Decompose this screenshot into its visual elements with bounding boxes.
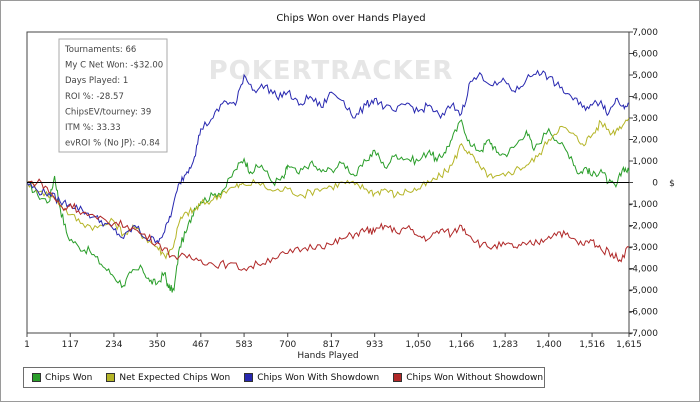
- stat-tournaments: Tournaments: 66: [64, 45, 136, 55]
- x-tick-label: 1,166: [449, 340, 475, 350]
- y-tick-label: -4,000: [629, 265, 658, 275]
- legend-item-with-showdown[interactable]: Chips Won With Showdown: [244, 373, 379, 383]
- legend-item-net-expected[interactable]: Net Expected Chips Won: [106, 373, 230, 383]
- x-tick-label: 933: [366, 340, 383, 350]
- y-tick-label: 2,000: [632, 136, 658, 146]
- y-axis-label: $: [669, 179, 675, 189]
- stat-roi: ROI %: -28.57: [65, 92, 124, 102]
- y-tick-label: -2,000: [629, 222, 658, 232]
- x-tick-label: 350: [149, 340, 166, 350]
- x-tick-label: 583: [235, 340, 252, 350]
- y-tick-label: -7,000: [629, 329, 658, 339]
- chart-legend: Chips Won Net Expected Chips Won Chips W…: [23, 367, 545, 388]
- y-tick-label: 7,000: [632, 28, 658, 38]
- legend-label: Chips Won Without Showdown: [406, 372, 544, 383]
- y-tick-label: -3,000: [629, 243, 658, 253]
- y-tick-label: 5,000: [632, 71, 658, 81]
- legend-swatch: [393, 373, 403, 382]
- x-axis-label: Hands Played: [297, 351, 358, 361]
- x-tick-label: 117: [62, 340, 79, 350]
- stats-box-border: [58, 38, 168, 153]
- legend-label: Net Expected Chips Won: [119, 372, 231, 383]
- series-line-3: [26, 69, 630, 245]
- legend-swatch: [106, 373, 116, 382]
- x-tick-label: 1: [24, 340, 30, 350]
- x-tick-label: 700: [279, 340, 296, 350]
- x-tick-label: 1,400: [536, 340, 562, 350]
- y-tick-label: 6,000: [632, 50, 658, 60]
- series-line-4: [26, 178, 630, 272]
- stat-days-played: Days Played: 1: [65, 76, 128, 86]
- series-line-1: [26, 119, 630, 293]
- legend-item-chips-won[interactable]: Chips Won: [32, 373, 92, 383]
- legend-label: Chips Won With Showdown: [257, 372, 380, 383]
- x-tick-label: 467: [192, 340, 209, 350]
- pokertracker-watermark: POKERTRACKER: [209, 56, 454, 86]
- y-tick-label: -1,000: [629, 200, 658, 210]
- legend-label: Chips Won: [45, 372, 93, 383]
- y-axis: 7,000 6,000 5,000 4,000 3,000 2,000 1,000 0 -1,0…: [629, 28, 658, 339]
- y-tick-label: -5,000: [629, 286, 658, 296]
- stat-chips-ev: ChipsEV/tourney: 39: [65, 107, 151, 117]
- stat-net-won: My C Net Won: -$32.00: [65, 61, 163, 71]
- legend-item-without-showdown[interactable]: Chips Won Without Showdown: [393, 373, 543, 383]
- y-tick-label: -6,000: [629, 308, 658, 318]
- legend-swatch: [244, 373, 254, 382]
- x-tick-label: 234: [105, 340, 122, 350]
- y-tick-label: 4,000: [632, 93, 658, 103]
- stat-itm: ITM %: 33.33: [65, 123, 121, 133]
- x-tick-label: 1,050: [405, 340, 431, 350]
- x-tick-label: 817: [323, 340, 340, 350]
- x-tick-label: 1,615: [616, 340, 642, 350]
- y-tick-label: 3,000: [632, 114, 658, 124]
- chart-title: Chips Won over Hands Played: [276, 13, 425, 24]
- x-tick-label: 1,516: [579, 340, 605, 350]
- y-tick-label: 0: [652, 179, 658, 189]
- legend-swatch: [32, 373, 41, 382]
- x-tick-label: 1,283: [492, 340, 518, 350]
- stat-ev-roi: evROI % (No JP): -0.84: [65, 139, 160, 149]
- x-axis: 1 117 234 350 467 583 700 817 933 1,050 1,166 1,283…: [24, 333, 642, 350]
- y-tick-label: 1,000: [632, 157, 658, 167]
- stats-box: Tournaments: 66 My C Net Won: -$32.00 Da…: [58, 38, 168, 153]
